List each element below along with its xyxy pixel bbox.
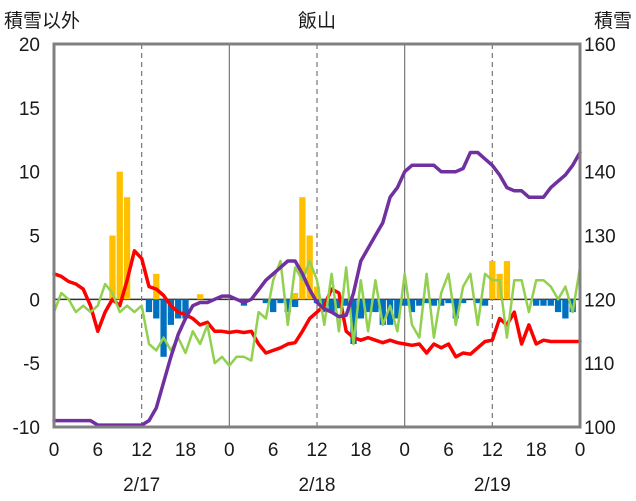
plot-frame xyxy=(52,42,582,429)
sunshine_negative-bar xyxy=(474,299,481,304)
sunshine_negative-bar xyxy=(277,299,284,304)
precipitation-bar xyxy=(313,286,321,300)
left-tick-label: 5 xyxy=(29,227,40,248)
sunshine_negative-bar xyxy=(533,299,540,306)
sunshine_negative-bar xyxy=(481,299,489,306)
precipitation-bar xyxy=(116,171,123,300)
hour-tick-label: 12 xyxy=(482,440,503,461)
left-tick-label: 0 xyxy=(29,290,40,311)
sunshine_negative-bar xyxy=(547,299,554,306)
sunshine_negative-bar xyxy=(430,299,438,306)
sunshine_negative-bar xyxy=(284,299,291,313)
left-tick-label: -10 xyxy=(13,418,40,439)
hour-tick-label: 0 xyxy=(399,440,410,461)
sunshine_negative-bar xyxy=(160,299,167,357)
hour-tick-label: 18 xyxy=(350,440,371,461)
precipitation-bar xyxy=(299,197,306,300)
hour-tick-label: 6 xyxy=(443,440,454,461)
wind_speed-line xyxy=(52,259,582,367)
sunshine_negative-bar xyxy=(554,299,562,313)
hour-tick-label: 12 xyxy=(131,440,152,461)
sunshine_negative-bar xyxy=(445,299,452,304)
sunshine_negative-bar xyxy=(452,299,459,319)
sunshine_negative-bar xyxy=(343,299,350,306)
sunshine_negative-bar xyxy=(562,299,569,319)
sunshine_negative-bar xyxy=(438,299,445,306)
right-tick-label: 120 xyxy=(584,290,616,311)
right-axis-label: 積雪 xyxy=(594,10,632,32)
precipitation-bar xyxy=(503,261,511,300)
left-tick-label: 20 xyxy=(19,35,40,56)
left-tick-label: 10 xyxy=(19,163,40,184)
sunshine_negative-bar xyxy=(540,299,547,306)
sunshine_negative-bar xyxy=(262,299,270,304)
precipitation-bar xyxy=(196,294,204,300)
sunshine_negative-bar xyxy=(459,299,467,304)
precipitation-bar xyxy=(153,273,160,300)
text-layer: 飯山 積雪以外 積雪 20151050-5-101601501401301201… xyxy=(4,10,632,496)
date-label: 2/17 xyxy=(123,475,160,496)
right-tick-label: 140 xyxy=(584,163,616,184)
chart-title: 飯山 xyxy=(298,10,336,32)
sunshine_negative-bar xyxy=(175,299,182,319)
sunshine_negative-bar xyxy=(335,299,343,309)
precipitation-bar xyxy=(306,235,313,300)
hour-tick-label: 0 xyxy=(224,440,235,461)
precipitation-bar xyxy=(109,235,116,300)
sunshine_negative-bar xyxy=(145,299,153,313)
precipitation-bar xyxy=(291,292,299,300)
hour-tick-label: 0 xyxy=(575,440,586,461)
left-axis-label: 積雪以外 xyxy=(4,10,80,32)
right-tick-label: 100 xyxy=(584,418,616,439)
date-label: 2/19 xyxy=(474,475,511,496)
sunshine_negative-bar xyxy=(153,299,160,319)
sunshine_negative-bar xyxy=(401,299,408,306)
hour-tick-label: 18 xyxy=(175,440,196,461)
grid-layer xyxy=(54,44,580,427)
sunshine_negative-bar xyxy=(291,299,299,307)
lines-layer xyxy=(52,150,582,427)
sunshine_negative-bar xyxy=(270,299,277,313)
left-tick-label: 15 xyxy=(19,99,40,120)
precipitation-bar xyxy=(123,197,131,300)
sunshine_negative-bar xyxy=(423,299,430,304)
hour-tick-label: 12 xyxy=(306,440,327,461)
sunshine_negative-bar xyxy=(372,299,379,313)
right-tick-label: 110 xyxy=(584,354,614,375)
sunshine_negative-bar xyxy=(167,299,175,325)
sunshine_negative-bar xyxy=(416,299,423,306)
sunshine_negative-bar xyxy=(328,299,335,313)
sunshine_negative-bar xyxy=(357,299,364,319)
right-tick-label: 150 xyxy=(584,99,616,120)
sunshine_negative-bar xyxy=(364,299,372,313)
hour-tick-label: 6 xyxy=(93,440,104,461)
snow_depth-line xyxy=(52,150,582,427)
sunshine_negative-bar xyxy=(386,299,394,325)
sunshine_negative-bar xyxy=(350,299,357,345)
right-tick-label: 160 xyxy=(584,35,616,56)
sunshine_negative-bar xyxy=(394,299,401,319)
sunshine_negative-bar xyxy=(182,299,189,319)
hour-tick-label: 18 xyxy=(526,440,547,461)
date-label: 2/18 xyxy=(299,475,336,496)
right-tick-label: 130 xyxy=(584,227,616,248)
hour-tick-label: 6 xyxy=(268,440,279,461)
left-tick-label: -5 xyxy=(23,354,40,375)
sunshine_negative-bar xyxy=(408,299,416,313)
sunshine_negative-bar xyxy=(379,299,386,325)
hour-tick-label: 0 xyxy=(49,440,60,461)
temperature-line xyxy=(52,249,582,359)
